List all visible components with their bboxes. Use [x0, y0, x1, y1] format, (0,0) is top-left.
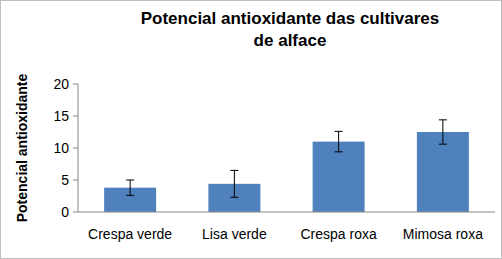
- chart-border: [1, 1, 502, 259]
- error-stem: [442, 120, 443, 144]
- error-cap: [335, 151, 343, 152]
- y-tick: [73, 148, 78, 149]
- error-bar: [230, 170, 238, 197]
- y-tick: [73, 180, 78, 181]
- y-tick-label: 5: [61, 172, 69, 188]
- error-cap: [230, 197, 238, 198]
- x-axis: [78, 212, 495, 213]
- error-cap: [439, 119, 447, 120]
- bar: [313, 142, 365, 212]
- title-line: de alface: [254, 31, 327, 50]
- error-cap: [126, 180, 134, 181]
- error-cap: [439, 144, 447, 145]
- error-stem: [234, 170, 235, 197]
- error-cap: [230, 170, 238, 171]
- title-line: Potencial antioxidante das cultivares: [141, 9, 440, 28]
- error-cap: [126, 195, 134, 196]
- y-tick: [73, 84, 78, 85]
- chart: Potencial antioxidante das cultivares de …: [0, 0, 502, 259]
- x-tick-label: Mimosa roxa: [403, 226, 483, 242]
- y-tick-label: 10: [53, 140, 69, 156]
- title: Potencial antioxidante das cultivares de …: [141, 9, 440, 50]
- x-tick-label: Crespa roxa: [300, 226, 376, 242]
- x-tick-label: Lisa verde: [202, 226, 267, 242]
- plot-area: [104, 120, 469, 212]
- error-stem: [130, 180, 131, 195]
- bar: [417, 132, 469, 212]
- x-tick-label: Crespa verde: [88, 226, 172, 242]
- error-bar: [439, 120, 447, 144]
- error-stem: [338, 131, 339, 151]
- y-tick-label: 0: [61, 204, 69, 220]
- y-tick-label: 15: [53, 108, 69, 124]
- y-tick-label: 20: [53, 76, 69, 92]
- y-tick: [73, 212, 78, 213]
- y-axis: [78, 84, 79, 212]
- error-bar: [335, 131, 343, 151]
- error-cap: [335, 131, 343, 132]
- error-bar: [126, 180, 134, 195]
- y-tick: [73, 116, 78, 117]
- y-axis-label: Potencial antioxidante: [14, 73, 30, 222]
